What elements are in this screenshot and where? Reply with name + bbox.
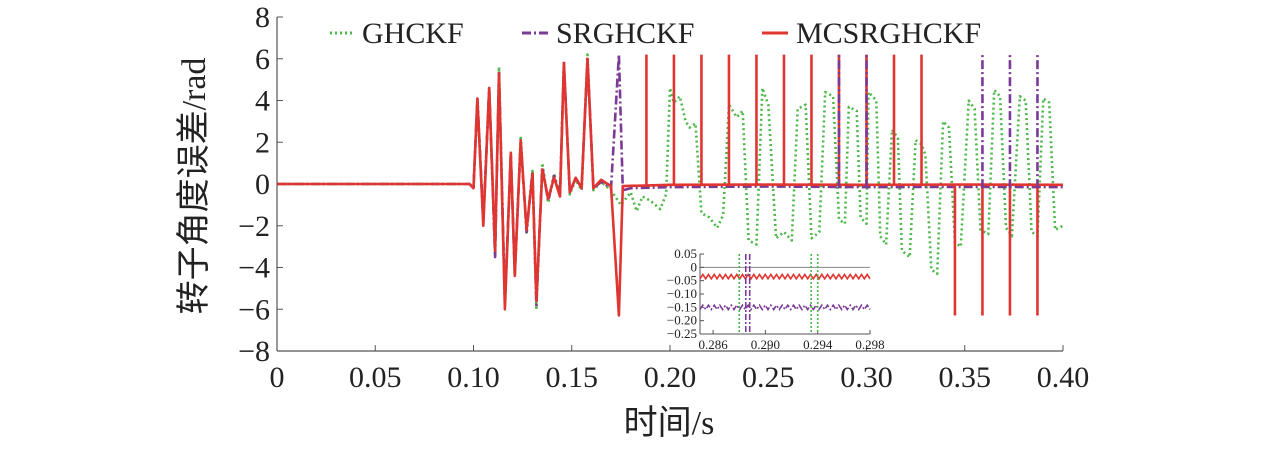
y-tick-label: 2 (255, 126, 270, 159)
inset-plot-area: 0.286 0.290 0.294 0.298 0.050−0.05−0.10−0.15… (667, 246, 885, 352)
y-tick-label: 4 (255, 85, 270, 118)
x-tick-label: 0 (270, 361, 285, 394)
legend-label-srghckf: SRGHCKF (556, 17, 694, 50)
series-line-ghckf (277, 53, 1064, 311)
legend-label-mcsrghckf: MCSRGHCKF (796, 17, 981, 50)
x-tick-label: 0.15 (546, 361, 599, 394)
inset-y-tick-label: 0.05 (674, 246, 697, 261)
x-tick-label: 0.05 (349, 361, 402, 394)
x-tick-label: 0.35 (939, 361, 992, 394)
inset-x-tick-label: 0.286 (698, 337, 728, 352)
inset-x-tick-label: 0.298 (855, 337, 884, 352)
y-tick-label: 0 (255, 168, 270, 201)
inset-x-tick-label: 0.294 (803, 337, 833, 352)
main-plot-area: 0 0.05 0.10 0.15 0.20 0.25 0.30 0.35 0.40−8−6−4−… (238, 1, 1089, 394)
x-axis-title: 时间/s (624, 405, 715, 442)
inset-background (700, 254, 870, 334)
x-tick-label: 0.40 (1037, 361, 1090, 394)
x-tick-label: 0.20 (644, 361, 697, 394)
inset-y-tick-label: −0.20 (667, 313, 697, 328)
y-tick-label: −8 (238, 335, 270, 368)
legend-label-ghckf: GHCKF (362, 17, 464, 50)
inset-y-tick-label: −0.25 (667, 326, 697, 341)
y-tick-label: −4 (238, 252, 270, 285)
inset-y-tick-label: −0.10 (667, 286, 697, 301)
x-tick-label: 0.30 (840, 361, 893, 394)
y-tick-label: −2 (238, 210, 270, 243)
y-tick-label: −6 (238, 293, 270, 326)
inset-y-tick-label: 0 (691, 259, 698, 274)
series-line-mcsrghckf (277, 57, 1064, 317)
series-line-srghckf (277, 53, 1064, 307)
inset-series-mcsrghckf (699, 273, 871, 281)
y-tick-label: 6 (255, 43, 270, 76)
y-axis-title: 转子角度误差/rad (175, 58, 213, 315)
y-tick-label: 8 (255, 1, 270, 34)
inset-y-tick-label: −0.15 (667, 299, 697, 314)
inset-series-srghckf (699, 303, 871, 311)
x-tick-label: 0.25 (742, 361, 795, 394)
legend: GHCKF SRGHCKF MCSRGHCKF (330, 17, 981, 50)
x-tick-label: 0.10 (447, 361, 500, 394)
inset-x-tick-label: 0.290 (751, 337, 780, 352)
inset-y-tick-label: −0.05 (667, 273, 697, 288)
